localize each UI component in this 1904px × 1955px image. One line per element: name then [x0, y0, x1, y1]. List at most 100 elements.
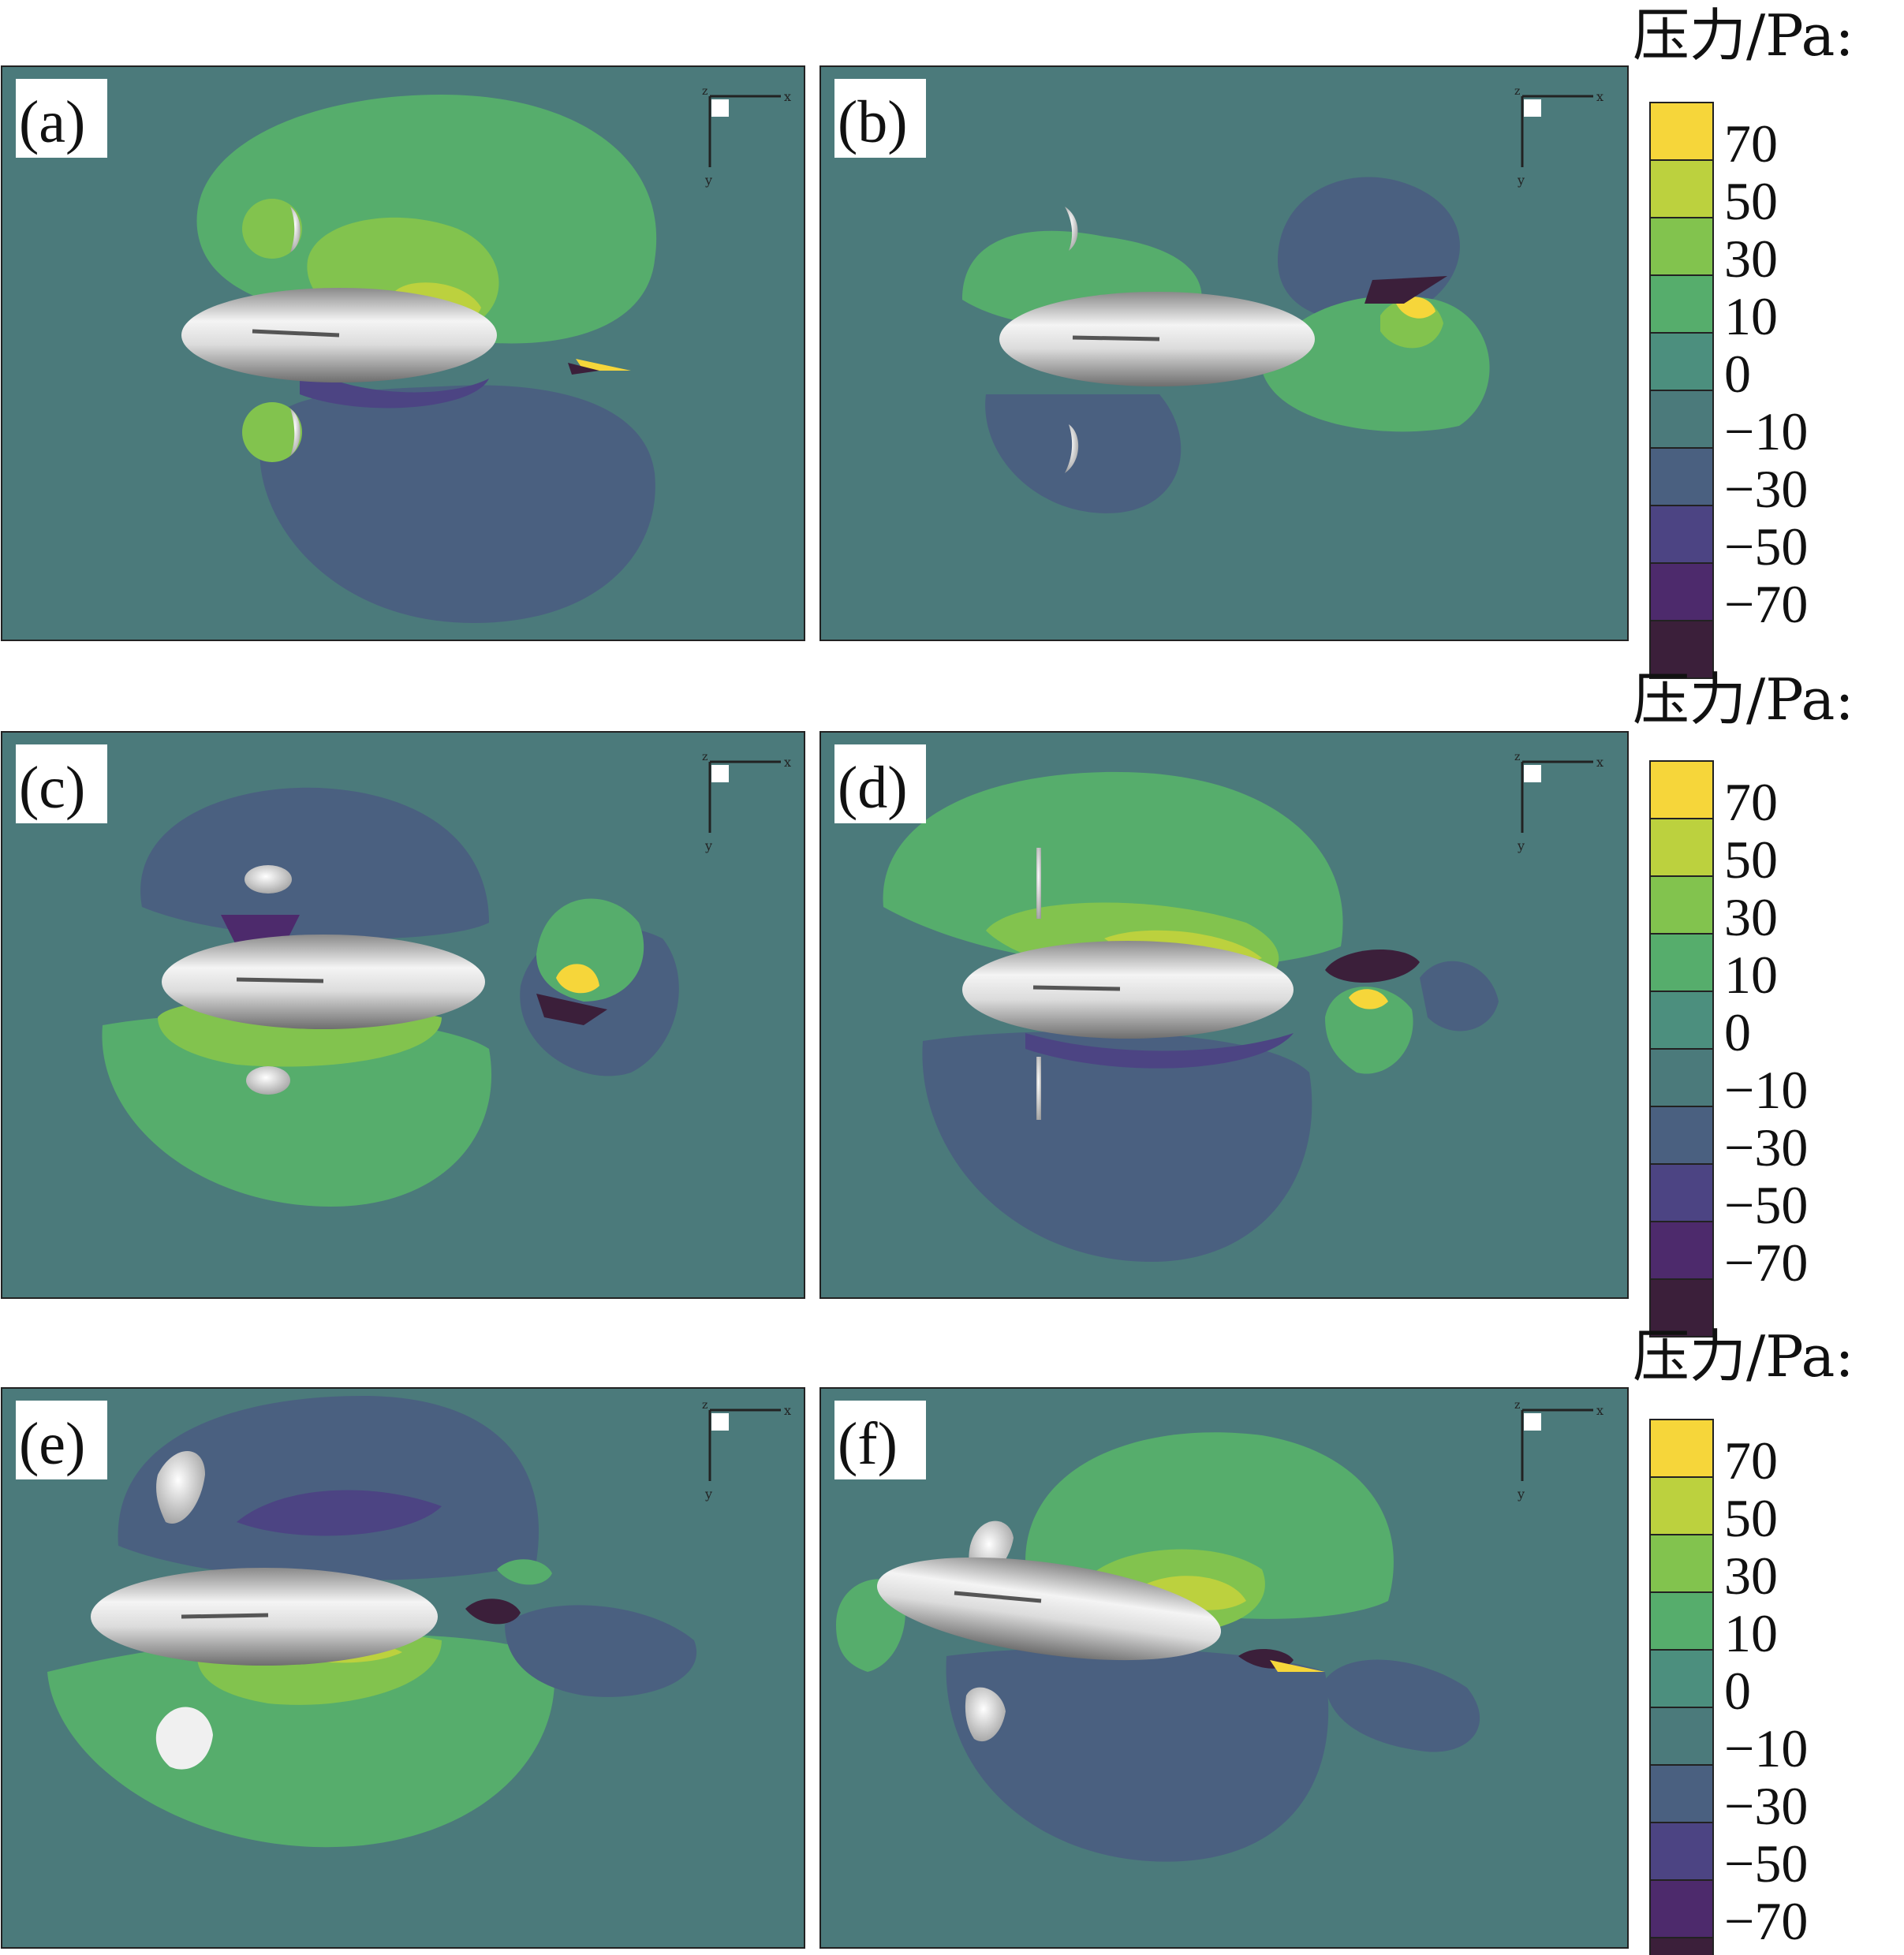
panel-d-region-hull-low	[1025, 1033, 1294, 1069]
colorbar-3-tick-2: 30	[1724, 1546, 1778, 1606]
colorbar-1-tick-3: 10	[1724, 286, 1778, 346]
panel-d-region-wake-dark	[1325, 949, 1420, 983]
panel-d-axis-x: x	[1596, 755, 1603, 770]
colorbar-1-tick-5: −10	[1724, 401, 1808, 461]
panel-f-label: (f)	[838, 1411, 898, 1477]
panel-f: x y z (f)	[819, 1387, 1629, 1949]
colorbar-2-level-9	[1649, 1278, 1714, 1338]
panel-e: x y z (e)	[1, 1387, 805, 1949]
panel-d-axis-z: z	[1514, 751, 1520, 763]
colorbar-2-level-4	[1649, 991, 1714, 1050]
colorbar-1-level-0	[1649, 102, 1714, 161]
colorbar-3-level-9	[1649, 1937, 1714, 1955]
panel-c-region-low-upper	[140, 787, 489, 939]
colorbar-3-level-8	[1649, 1879, 1714, 1938]
colorbar-1-level-2	[1649, 217, 1714, 276]
colorbar-2-tick-7: −50	[1724, 1175, 1808, 1235]
panel-f-fin-bottom	[965, 1687, 1006, 1742]
colorbar-3-level-5	[1649, 1707, 1714, 1766]
panel-a-hull-line	[252, 329, 340, 338]
panel-e-fin-top	[156, 1451, 205, 1524]
colorbar-1-tick-8: −70	[1724, 574, 1808, 634]
panel-b-axis-x: x	[1596, 89, 1603, 104]
panel-e-hull-line	[181, 1613, 269, 1619]
panel-d-fin-bottom	[1036, 1057, 1041, 1120]
panel-e-region-low-upper	[118, 1396, 539, 1580]
panel-d-axis-triad: x y z	[1514, 751, 1603, 853]
colorbar-2-tick-5: −10	[1724, 1060, 1808, 1120]
colorbar-3-level-6	[1649, 1764, 1714, 1823]
panel-c: x y z (c)	[1, 731, 805, 1299]
panel-b: x y z (b)	[819, 65, 1629, 641]
colorbar-3-title: 压力/Pa:	[1633, 1323, 1854, 1390]
panel-a-axis-x: x	[784, 89, 791, 104]
panel-d-region-wake-peak	[1349, 989, 1388, 1009]
panel-c-fin-top	[245, 865, 292, 894]
panel-c-axis-z: z	[702, 751, 707, 763]
panel-f-axis-y: y	[1517, 1487, 1525, 1502]
panel-d-axis-y: y	[1517, 838, 1525, 853]
colorbar-3-tick-8: −70	[1724, 1891, 1808, 1951]
colorbar-3-level-3	[1649, 1591, 1714, 1651]
panel-b-axis-z: z	[1514, 85, 1520, 98]
colorbar-2-level-8	[1649, 1221, 1714, 1280]
colorbar-2-level-1	[1649, 818, 1714, 877]
panel-e-region-low-band	[237, 1490, 442, 1536]
colorbar-1-tick-7: −50	[1724, 517, 1808, 576]
panel-a-tip-dark	[568, 363, 599, 375]
colorbar-1-level-5	[1649, 390, 1714, 449]
colorbar-2-tick-4: 0	[1724, 1002, 1751, 1062]
panel-f-axis-x: x	[1596, 1403, 1603, 1418]
colorbar-2-tick-3: 10	[1724, 945, 1778, 1005]
panel-b-region-wake-dark	[1365, 276, 1447, 304]
panel-e-axis-x: x	[784, 1403, 791, 1418]
colorbar-3-tick-0: 70	[1724, 1431, 1778, 1491]
panel-f-axis-triad: x y z	[1514, 1399, 1603, 1502]
colorbar-2-tick-8: −70	[1724, 1233, 1808, 1293]
panel-e-region-high-lower	[47, 1634, 554, 1848]
panel-d-label: (d)	[838, 755, 908, 821]
colorbar-1-tick-1: 50	[1724, 171, 1778, 231]
panel-e-region-wake-dark	[465, 1599, 521, 1625]
colorbar-1-tick-0: 70	[1724, 114, 1778, 173]
panel-e-region-wake-low	[505, 1605, 697, 1697]
panel-d-region-low-lower	[922, 1032, 1312, 1262]
panel-f-hull-line	[954, 1591, 1042, 1603]
colorbars: 压力/Pa:705030100−10−30−50−70压力/Pa:7050301…	[1633, 2, 1854, 1955]
colorbar-1-tick-4: 0	[1724, 344, 1751, 404]
colorbar-2-tick-2: 30	[1724, 887, 1778, 947]
panel-b-fin-top	[1065, 207, 1078, 251]
panel-d-hull-line	[1032, 985, 1121, 991]
panel-b-fin-bottom	[1065, 424, 1079, 473]
panel-a-fin-field-top	[242, 199, 302, 259]
panel-e-fin-bottom	[155, 1707, 213, 1770]
colorbar-2-tick-1: 50	[1724, 830, 1778, 890]
panel-c-label: (c)	[19, 755, 85, 821]
panel-f-hull	[876, 1557, 1222, 1661]
colorbar-3-level-7	[1649, 1822, 1714, 1881]
colorbar-1-level-8	[1649, 562, 1714, 621]
colorbar-3-level-2	[1649, 1534, 1714, 1593]
panel-b-axis-y: y	[1517, 173, 1525, 188]
panel-c-region-wake-peak	[556, 964, 599, 994]
colorbar-1-tick-6: −30	[1724, 459, 1808, 519]
colorbar-2-level-3	[1649, 933, 1714, 992]
colorbar-3-level-1	[1649, 1476, 1714, 1535]
panel-a-fin-top	[290, 207, 301, 252]
panel-e-region-wake-high	[497, 1559, 552, 1585]
panel-f-region-wake-low	[1325, 1659, 1480, 1752]
panel-f-region-wake-peak	[1270, 1660, 1325, 1672]
panel-d-fin-top	[1036, 848, 1041, 919]
panel-b-region-low-lower	[985, 394, 1182, 513]
colorbar-1-level-1	[1649, 159, 1714, 218]
colorbar-1-level-6	[1649, 447, 1714, 506]
panel-d-hull	[962, 941, 1294, 1039]
panel-b-label: (b)	[838, 89, 908, 155]
panel-d-region-wake-high	[1325, 987, 1413, 1074]
colorbar-1-tick-2: 30	[1724, 229, 1778, 289]
colorbar-3-tick-4: 0	[1724, 1661, 1751, 1721]
panel-b-hull-line	[1072, 335, 1160, 341]
colorbar-3-tick-1: 50	[1724, 1488, 1778, 1548]
